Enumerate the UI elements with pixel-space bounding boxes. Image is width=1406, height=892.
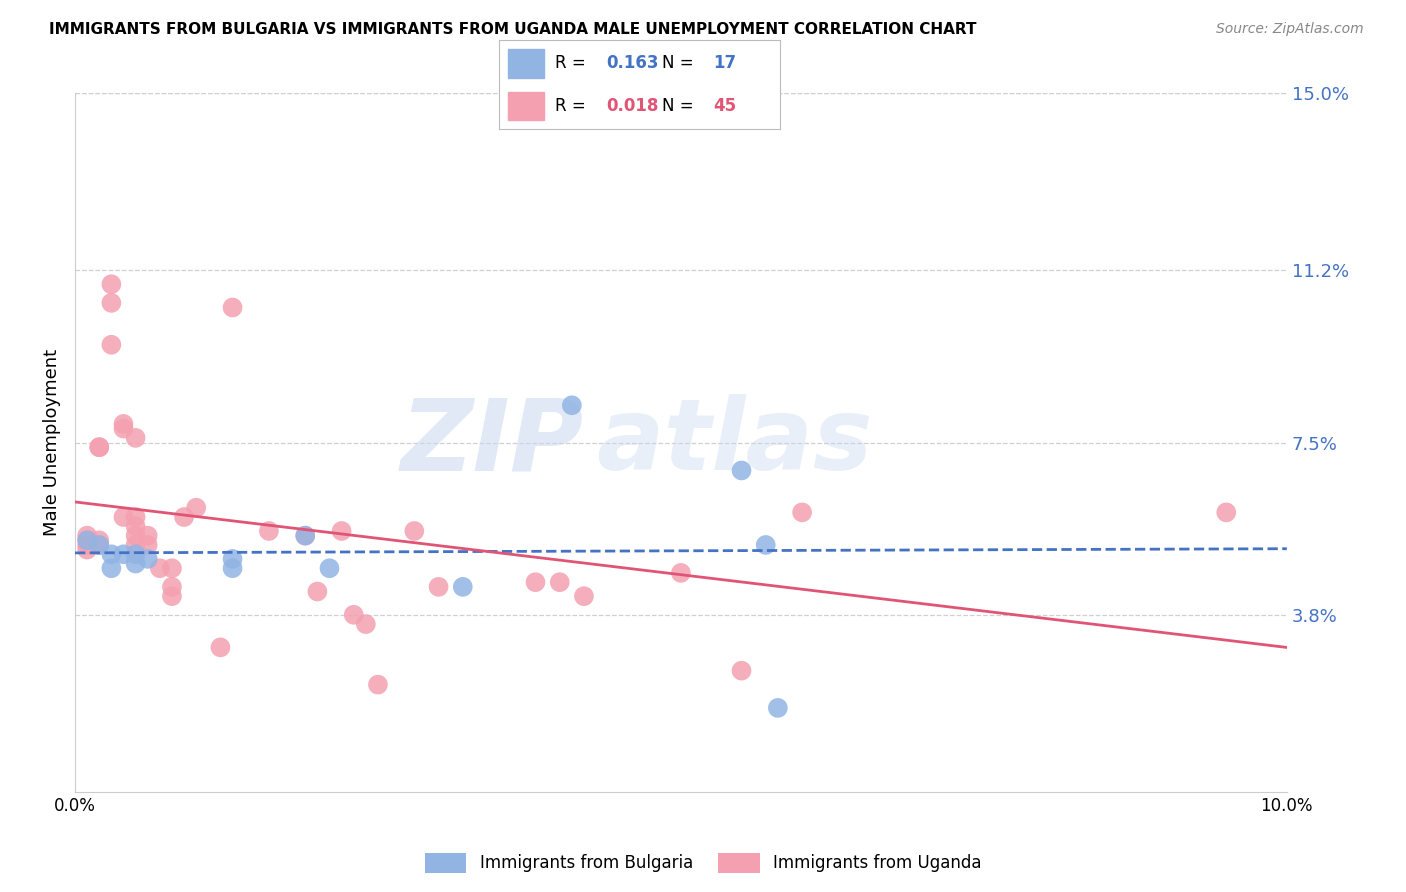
Bar [508,92,544,120]
Point [561,398,583,412]
Point [730,463,752,477]
Point [112,421,135,435]
Point [427,580,450,594]
Point [124,519,146,533]
Text: atlas: atlas [596,394,873,491]
Point [354,617,377,632]
Point [318,561,340,575]
Point [124,547,146,561]
Text: R =: R = [555,97,592,115]
Point [136,552,159,566]
Point [294,528,316,542]
Point [124,510,146,524]
Text: Source: ZipAtlas.com: Source: ZipAtlas.com [1216,22,1364,37]
Text: N =: N = [662,54,699,72]
Point [100,561,122,575]
Point [124,528,146,542]
Text: 0.163: 0.163 [606,54,658,72]
Point [149,561,172,575]
Point [766,701,789,715]
Text: ZIP: ZIP [401,394,583,491]
Point [330,524,353,538]
Point [186,500,208,515]
Point [112,547,135,561]
Point [76,528,98,542]
Point [76,538,98,552]
Point [1215,505,1237,519]
Point [257,524,280,538]
Point [89,440,111,454]
Point [160,561,183,575]
Point [790,505,813,519]
Point [755,538,778,552]
Point [367,678,389,692]
Bar [508,49,544,78]
Point [124,557,146,571]
Point [294,528,316,542]
Point [404,524,426,538]
Point [100,277,122,292]
Point [221,301,243,315]
Point [136,538,159,552]
Y-axis label: Male Unemployment: Male Unemployment [44,349,60,536]
Text: 45: 45 [713,97,735,115]
Point [160,580,183,594]
Legend: Immigrants from Bulgaria, Immigrants from Uganda: Immigrants from Bulgaria, Immigrants fro… [418,847,988,880]
Point [548,575,571,590]
Point [76,542,98,557]
Point [173,510,195,524]
Point [112,417,135,431]
Point [307,584,329,599]
Point [76,533,98,548]
Point [100,338,122,352]
Point [76,533,98,548]
Point [112,510,135,524]
Point [89,538,111,552]
Point [451,580,474,594]
Point [100,547,122,561]
Point [89,538,111,552]
Text: 0.018: 0.018 [606,97,658,115]
Point [89,533,111,548]
Point [221,561,243,575]
Point [160,589,183,603]
Point [524,575,547,590]
Point [100,296,122,310]
Point [669,566,692,580]
Text: IMMIGRANTS FROM BULGARIA VS IMMIGRANTS FROM UGANDA MALE UNEMPLOYMENT CORRELATION: IMMIGRANTS FROM BULGARIA VS IMMIGRANTS F… [49,22,977,37]
Point [572,589,595,603]
Point [209,640,232,655]
Text: R =: R = [555,54,592,72]
Text: N =: N = [662,97,699,115]
Point [343,607,366,622]
Point [89,440,111,454]
Text: 17: 17 [713,54,735,72]
Point [136,528,159,542]
Point [124,431,146,445]
Point [124,538,146,552]
Point [730,664,752,678]
Point [221,552,243,566]
